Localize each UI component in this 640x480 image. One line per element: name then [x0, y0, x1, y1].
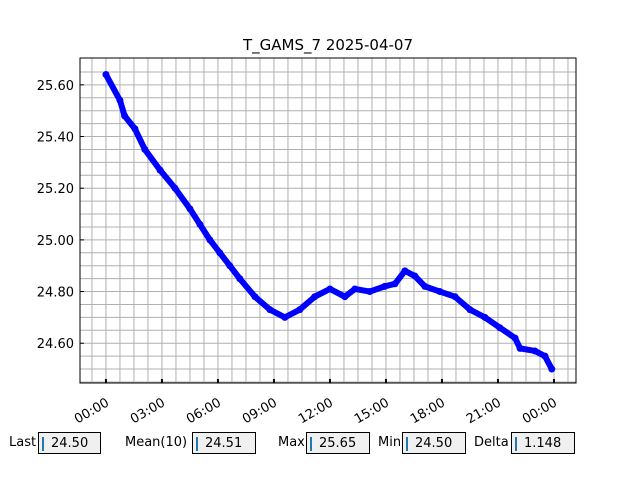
- data-point: [121, 112, 129, 120]
- x-tick-label: 00:00: [72, 395, 112, 427]
- data-point: [341, 293, 349, 301]
- data-point: [171, 184, 179, 192]
- data-point: [131, 125, 139, 133]
- data-point: [481, 313, 489, 321]
- data-point: [451, 293, 459, 301]
- max-label: Max: [278, 435, 305, 450]
- x-tick-label: 12:00: [296, 395, 336, 427]
- x-tick-label: 03:00: [128, 395, 168, 427]
- data-series: [102, 71, 556, 373]
- mean-label: Mean(10): [125, 435, 188, 450]
- data-point: [206, 236, 214, 244]
- y-axis: 24.60 24.80 25.00 25.20 25.40 25.60: [37, 79, 84, 352]
- x-tick-label: 06:00: [184, 395, 224, 427]
- data-point: [366, 288, 374, 296]
- x-tick-label: 15:00: [352, 395, 392, 427]
- delta-label: Delta: [474, 435, 509, 450]
- data-point: [511, 334, 519, 342]
- data-point: [226, 262, 234, 270]
- y-tick-label: 25.00: [37, 234, 74, 249]
- y-tick-label: 25.20: [37, 182, 74, 197]
- data-point: [496, 324, 504, 332]
- data-point: [436, 288, 444, 296]
- plot-frame: [79, 57, 577, 384]
- x-tick-label: 00:00: [520, 395, 560, 427]
- data-point: [196, 220, 204, 228]
- data-point: [421, 282, 429, 290]
- x-tick-label: 09:00: [240, 395, 280, 427]
- y-tick-label: 24.60: [37, 337, 74, 352]
- min-value-field[interactable]: 24.50: [402, 432, 466, 454]
- mean-value-field[interactable]: 24.51: [192, 432, 256, 454]
- data-point: [466, 306, 474, 314]
- data-point: [281, 313, 289, 321]
- x-tick-label: 21:00: [464, 395, 504, 427]
- x-tick-label: 18:00: [408, 395, 448, 427]
- data-point: [516, 344, 524, 352]
- data-point: [548, 365, 556, 373]
- data-point: [102, 71, 110, 79]
- data-point: [311, 293, 319, 301]
- x-axis: 00:00 03:00 06:00 09:00 12:00 15:00 18:00 21:00…: [72, 379, 560, 427]
- series-line: [102, 71, 555, 373]
- data-point: [216, 249, 224, 257]
- data-point: [401, 267, 409, 275]
- max-value-field[interactable]: 25.65: [306, 432, 370, 454]
- data-point: [251, 293, 259, 301]
- data-point: [541, 352, 549, 360]
- data-point: [116, 96, 124, 104]
- data-point: [391, 280, 399, 288]
- data-point: [141, 145, 149, 153]
- data-point: [156, 166, 164, 174]
- data-point: [351, 285, 359, 293]
- data-point: [266, 306, 274, 314]
- last-label: Last: [9, 435, 37, 450]
- grid: [80, 58, 576, 383]
- y-tick-label: 25.40: [37, 131, 74, 146]
- data-point: [186, 205, 194, 213]
- data-point: [236, 275, 244, 283]
- data-point: [381, 282, 389, 290]
- data-point: [296, 306, 304, 314]
- data-point: [531, 347, 539, 355]
- last-value-field[interactable]: 24.50: [38, 432, 101, 454]
- y-tick-label: 24.80: [37, 286, 74, 301]
- y-tick-label: 25.60: [37, 79, 74, 94]
- chart-title: T_GAMS_7 2025-04-07: [242, 36, 413, 55]
- data-point: [411, 272, 419, 280]
- min-label: Min: [378, 435, 402, 450]
- data-point: [326, 285, 334, 293]
- delta-value-field[interactable]: 1.148: [511, 432, 575, 454]
